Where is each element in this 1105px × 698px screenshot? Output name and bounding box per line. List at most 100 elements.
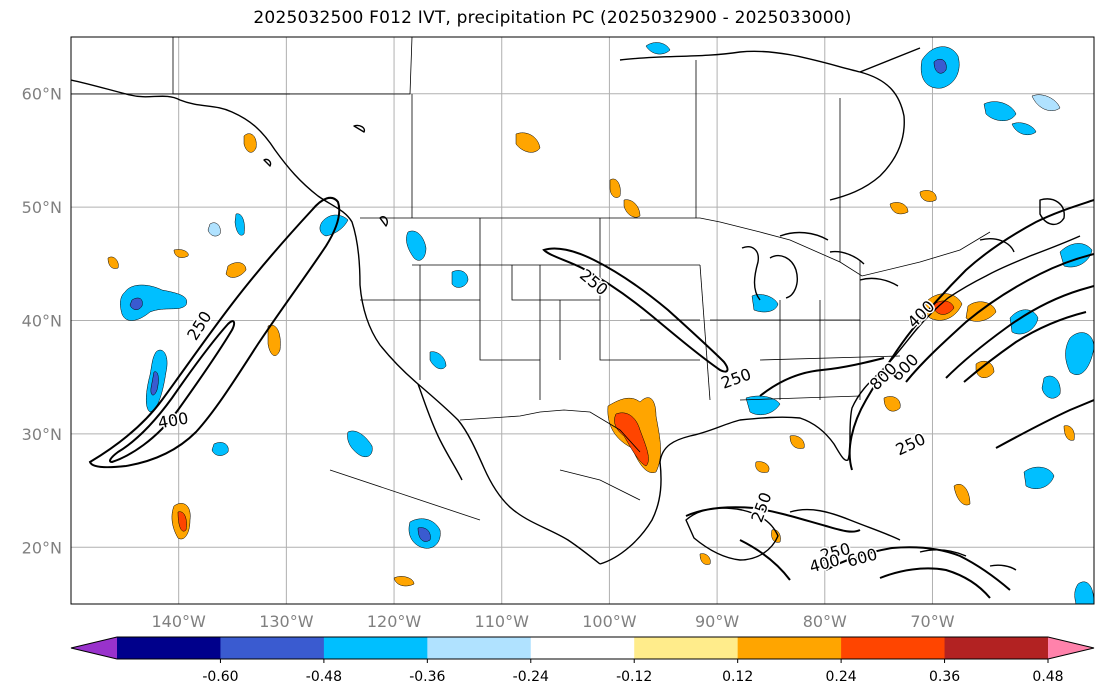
precip-blob <box>173 249 189 258</box>
colorbar-extend-min <box>71 637 117 659</box>
ivt-contour-400 <box>109 320 236 464</box>
precip-blob <box>975 361 995 378</box>
precipitation-shading <box>107 42 1094 604</box>
colorbar-segment <box>220 637 325 659</box>
ivt-contour-400 <box>879 567 991 599</box>
ivt-contour-250 <box>685 506 861 533</box>
lon-tick-label: 100°W <box>582 612 637 631</box>
axis-labels: 140°W 130°W 120°W 110°W 100°W 90°W 80°W 70°W 60°… <box>22 85 955 631</box>
colorbar-tick-label: 0.24 <box>826 669 857 685</box>
lat-tick-label: 20°N <box>22 538 62 557</box>
precip-blob <box>609 178 621 198</box>
precip-blob <box>429 351 447 370</box>
ivt-contour-600 <box>945 285 1094 379</box>
colorbar-segment <box>323 637 428 659</box>
colorbar-segment <box>530 637 635 659</box>
precip-blob <box>267 324 281 356</box>
precip-blob <box>177 511 187 532</box>
lat-tick-label: 50°N <box>22 198 62 217</box>
colorbar-tick-label: -0.36 <box>409 669 445 685</box>
precip-blob <box>931 300 955 315</box>
precip-blob <box>1023 466 1055 489</box>
precip-blob <box>1041 375 1061 399</box>
lon-tick-label: 130°W <box>259 612 314 631</box>
colorbar-tick-label: -0.12 <box>616 669 652 685</box>
ivt-contour-800 <box>963 311 1087 383</box>
colorbar-segment <box>634 637 739 659</box>
precip-blob <box>745 395 781 415</box>
precip-blob <box>699 553 711 565</box>
precip-blob <box>211 442 229 456</box>
precip-blob <box>234 213 245 236</box>
colorbar-tick-label: 0.36 <box>929 669 960 685</box>
precip-blob <box>1065 332 1094 375</box>
colorbar-segment <box>427 637 532 659</box>
precip-blob <box>953 484 971 506</box>
precip-blob <box>417 527 431 542</box>
ivt-contour-250 <box>848 199 1094 471</box>
map-title: 2025032500 F012 IVT, precipitation PC (2… <box>253 8 852 28</box>
precip-blob <box>107 256 119 269</box>
political-borders <box>71 37 991 521</box>
precip-blob <box>1011 122 1037 135</box>
colorbar-segment <box>117 637 221 659</box>
precip-blob <box>225 262 247 278</box>
colorbar-tick-label: 0.48 <box>1032 669 1063 685</box>
colorbar-segment <box>944 637 1049 659</box>
lon-tick-label: 110°W <box>475 612 530 631</box>
ivt-contour-250 <box>825 546 1011 591</box>
ivt-contour-250 <box>739 539 791 581</box>
ivt-contour-250 <box>88 196 341 469</box>
precip-blob <box>1074 581 1094 604</box>
precip-blob <box>120 284 188 321</box>
precip-blob <box>1063 425 1075 441</box>
ivt-contour-400 <box>905 253 1094 383</box>
lon-tick-label: 80°W <box>803 612 847 631</box>
lon-tick-label: 70°W <box>910 612 954 631</box>
precip-blob <box>883 396 901 412</box>
precip-blob <box>451 270 469 288</box>
colorbar-tick-label: -0.48 <box>306 669 342 685</box>
ivt-contours <box>88 196 1094 599</box>
precip-blob <box>406 230 427 261</box>
colorbar-extend-max <box>1048 637 1094 659</box>
precip-blob <box>347 430 373 457</box>
precip-blob <box>889 202 909 215</box>
colorbar-outline <box>70 636 1095 660</box>
colorbar-tick-label: 0.12 <box>722 669 753 685</box>
precip-blob <box>243 133 257 153</box>
colorbar-tick-label: -0.60 <box>202 669 238 685</box>
precip-blob <box>645 42 671 55</box>
colorbar-segment <box>841 637 946 659</box>
lon-tick-label: 120°W <box>367 612 422 631</box>
lon-tick-label: 140°W <box>152 612 207 631</box>
precip-blob <box>319 214 349 237</box>
lon-tick-label: 90°W <box>695 612 739 631</box>
precip-blob <box>919 190 937 202</box>
precip-blob <box>789 435 805 449</box>
precip-blob <box>771 529 781 543</box>
map-frame <box>70 36 1095 605</box>
precip-blob <box>150 371 159 396</box>
colorbar-tick-label: -0.24 <box>513 669 549 685</box>
precip-blob <box>129 297 143 310</box>
precip-blob <box>983 101 1017 121</box>
precip-blob <box>623 199 641 218</box>
coastlines <box>71 47 1081 571</box>
precip-blob <box>207 222 221 237</box>
precip-blob <box>1031 94 1061 111</box>
precip-blob <box>393 576 415 587</box>
ivt-contour-250 <box>542 247 729 373</box>
ivt-contour-250 <box>759 357 885 397</box>
lat-tick-label: 60°N <box>22 85 62 104</box>
lat-tick-label: 30°N <box>22 425 62 444</box>
ivt-contour-250 <box>995 399 1094 449</box>
precip-blob <box>933 59 947 74</box>
precip-blob <box>614 412 649 467</box>
precip-blob <box>515 132 541 153</box>
precip-blob <box>755 461 770 473</box>
precip-blob <box>1009 309 1039 335</box>
colorbar: -0.60 -0.48 -0.36 -0.24 -0.12 0.12 0.24 0.36 0.4… <box>70 636 1095 685</box>
lat-tick-label: 40°N <box>22 312 62 331</box>
